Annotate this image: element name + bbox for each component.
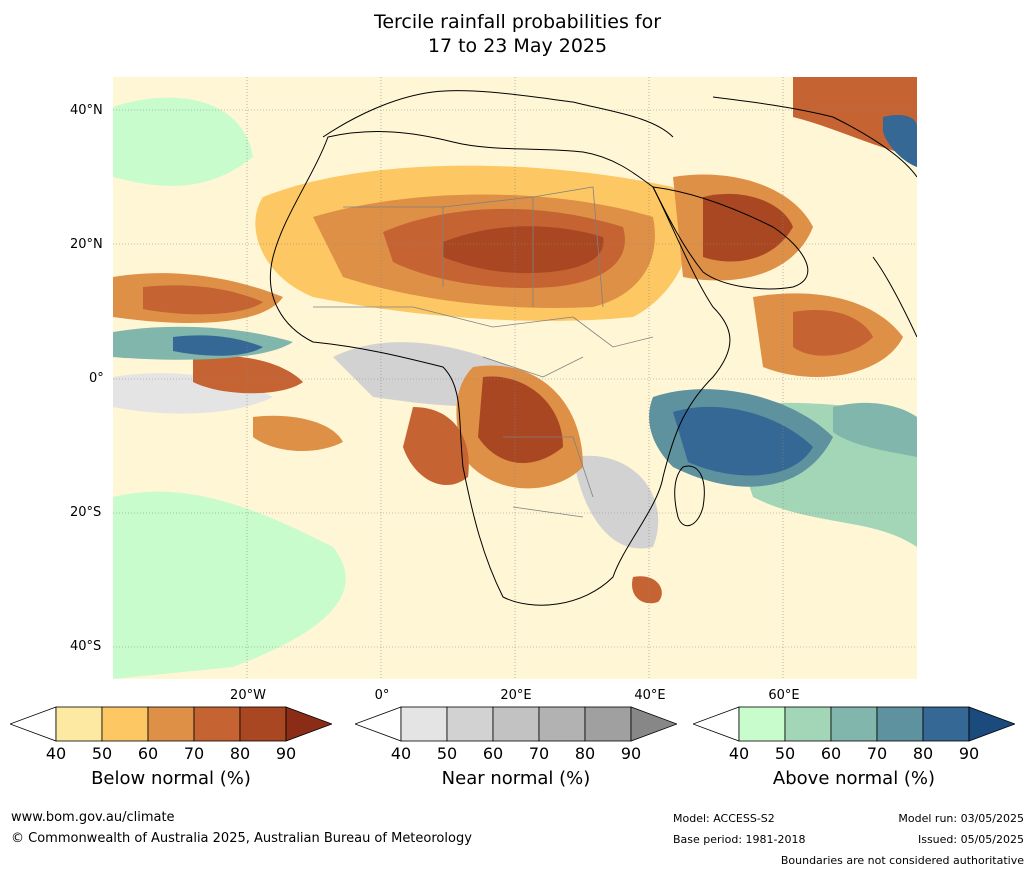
colorbar-segment bbox=[101, 706, 149, 742]
lat-label-40n: 40°N bbox=[70, 103, 103, 118]
tick-40: 40 bbox=[45, 744, 67, 763]
tick-50: 50 bbox=[774, 744, 796, 763]
colorbar-below-label: Below normal (%) bbox=[91, 768, 251, 789]
lon-label-20e: 20°E bbox=[500, 688, 532, 703]
tick-80: 80 bbox=[574, 744, 596, 763]
tick-40: 40 bbox=[728, 744, 750, 763]
colorbar-segment bbox=[876, 706, 924, 742]
footer-model: Model: ACCESS-S2 bbox=[673, 812, 775, 825]
colorbar-near-svg bbox=[355, 706, 677, 742]
tick-80: 80 bbox=[912, 744, 934, 763]
map-canvas bbox=[113, 77, 918, 679]
lat-label-40s: 40°S bbox=[70, 639, 102, 654]
country-borders bbox=[313, 186, 654, 518]
colorbar-near-label: Near normal (%) bbox=[441, 768, 591, 789]
colorbar-max-arrow bbox=[968, 706, 1015, 742]
colorbar-min-arrow bbox=[10, 706, 57, 742]
colorbar-segment bbox=[738, 706, 786, 742]
colorbar-segment bbox=[147, 706, 195, 742]
tick-40: 40 bbox=[390, 744, 412, 763]
colorbar-segment bbox=[55, 706, 103, 742]
colorbar-max-arrow bbox=[285, 706, 332, 742]
colorbar-min-arrow bbox=[693, 706, 740, 742]
colorbar-segment bbox=[239, 706, 287, 742]
colorbar-segment bbox=[400, 706, 448, 742]
footer-issued: Issued: 05/05/2025 bbox=[917, 833, 1024, 846]
lon-label-20w: 20°W bbox=[230, 688, 266, 703]
colorbar-segment bbox=[922, 706, 970, 742]
colorbar-segment bbox=[584, 706, 632, 742]
colorbar-below-svg bbox=[10, 706, 332, 742]
colorbar-max-arrow bbox=[630, 706, 677, 742]
colorbar-above-svg bbox=[693, 706, 1015, 742]
colorbar-above-normal bbox=[693, 705, 1015, 743]
colorbar-min-arrow bbox=[355, 706, 402, 742]
footer-disclaimer: Boundaries are not considered authoritat… bbox=[780, 854, 1024, 867]
colorbar-segment bbox=[784, 706, 832, 742]
colorbar-near-normal bbox=[355, 705, 677, 743]
tick-60: 60 bbox=[482, 744, 504, 763]
colorbar-segment bbox=[446, 706, 494, 742]
tick-90: 90 bbox=[620, 744, 642, 763]
tick-70: 70 bbox=[183, 744, 205, 763]
lat-label-20n: 20°N bbox=[70, 237, 103, 252]
colorbar-below-normal bbox=[10, 705, 332, 743]
rainfall-probability-map bbox=[113, 77, 918, 679]
lon-label-60e: 60°E bbox=[768, 688, 800, 703]
map-title-line2: 17 to 23 May 2025 bbox=[427, 35, 608, 57]
colorbar-segment bbox=[538, 706, 586, 742]
lon-label-40e: 40°E bbox=[634, 688, 666, 703]
footer-model-run: Model run: 03/05/2025 bbox=[898, 812, 1024, 825]
footer-copyright: © Commonwealth of Australia 2025, Austra… bbox=[11, 831, 472, 846]
lat-label-20s: 20°S bbox=[70, 505, 102, 520]
tick-70: 70 bbox=[866, 744, 888, 763]
tick-60: 60 bbox=[820, 744, 842, 763]
graticule bbox=[113, 77, 917, 679]
footer-base-period: Base period: 1981-2018 bbox=[673, 833, 806, 846]
tick-90: 90 bbox=[958, 744, 980, 763]
coastlines bbox=[269, 90, 918, 606]
colorbar-segment bbox=[193, 706, 241, 742]
footer-website: www.bom.gov.au/climate bbox=[11, 810, 175, 825]
tick-70: 70 bbox=[528, 744, 550, 763]
lat-label-0: 0° bbox=[89, 371, 104, 386]
tick-60: 60 bbox=[137, 744, 159, 763]
tick-50: 50 bbox=[91, 744, 113, 763]
colorbar-above-label: Above normal (%) bbox=[772, 768, 936, 789]
tick-80: 80 bbox=[229, 744, 251, 763]
tick-50: 50 bbox=[436, 744, 458, 763]
colorbar-segment bbox=[492, 706, 540, 742]
lon-label-0: 0° bbox=[374, 688, 390, 703]
tick-90: 90 bbox=[275, 744, 297, 763]
map-title-line1: Tercile rainfall probabilities for bbox=[373, 11, 662, 33]
colorbar-segment bbox=[830, 706, 878, 742]
